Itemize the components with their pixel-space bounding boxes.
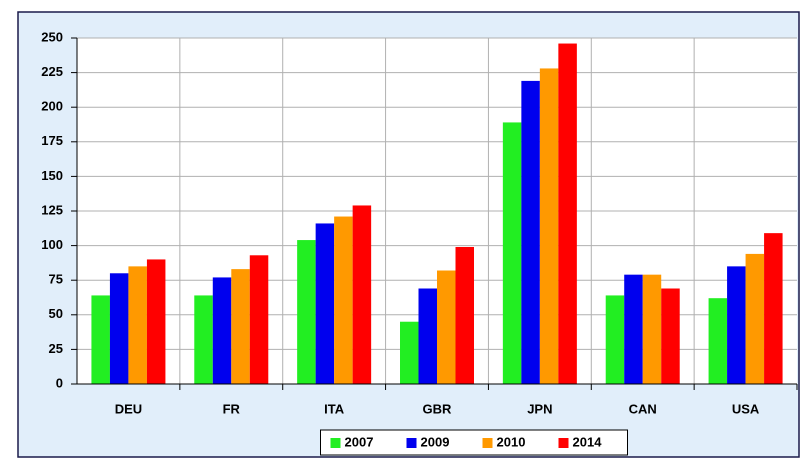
bar xyxy=(400,321,419,384)
bar xyxy=(352,205,372,384)
bar xyxy=(661,288,680,384)
legend-box xyxy=(320,429,628,456)
x-tick-label: DEU xyxy=(115,401,142,416)
legend-swatch xyxy=(558,438,569,448)
bar xyxy=(539,68,559,384)
bar xyxy=(764,233,783,384)
bar xyxy=(558,43,577,384)
y-tick-label: 250 xyxy=(41,29,63,44)
bar xyxy=(708,298,728,384)
bar xyxy=(418,288,437,384)
bar xyxy=(521,80,540,385)
x-tick-label: GBR xyxy=(423,401,453,416)
bar xyxy=(334,216,353,384)
legend-label: 2007 xyxy=(345,434,374,449)
legend-label: 2009 xyxy=(421,434,450,449)
bar xyxy=(146,259,166,384)
y-tick-label: 25 xyxy=(49,341,63,356)
y-tick-label: 150 xyxy=(41,168,63,183)
bar xyxy=(297,240,316,384)
bar xyxy=(642,274,662,384)
bar xyxy=(194,295,213,384)
bar xyxy=(455,246,474,384)
legend-label: 2010 xyxy=(497,434,526,449)
bar xyxy=(624,274,643,384)
y-tick-label: 200 xyxy=(41,99,63,114)
bar xyxy=(212,277,232,384)
bar xyxy=(249,255,269,384)
x-tick-label: ITA xyxy=(324,401,345,416)
x-tick-label: FR xyxy=(223,401,241,416)
y-tick-label: 225 xyxy=(41,64,63,79)
bar xyxy=(91,295,110,384)
bar xyxy=(231,269,250,384)
legend-swatch xyxy=(406,438,417,448)
bar xyxy=(315,223,335,384)
bar xyxy=(745,253,765,384)
bar xyxy=(605,295,625,384)
y-tick-label: 100 xyxy=(41,237,63,252)
bar xyxy=(502,122,522,384)
y-tick-label: 0 xyxy=(56,375,63,390)
y-tick-label: 75 xyxy=(49,272,63,287)
y-tick-label: 125 xyxy=(41,202,63,217)
x-tick-label: JPN xyxy=(527,401,552,416)
y-tick-label: 50 xyxy=(49,306,63,321)
legend-swatch xyxy=(482,438,493,448)
legend-swatch xyxy=(330,438,341,448)
bar xyxy=(128,266,147,384)
bar xyxy=(437,270,456,384)
x-tick-label: CAN xyxy=(629,401,657,416)
x-tick-label: USA xyxy=(732,401,760,416)
bar xyxy=(109,273,129,384)
y-tick-label: 175 xyxy=(41,133,63,148)
legend-label: 2014 xyxy=(573,434,603,449)
bar xyxy=(727,266,746,384)
